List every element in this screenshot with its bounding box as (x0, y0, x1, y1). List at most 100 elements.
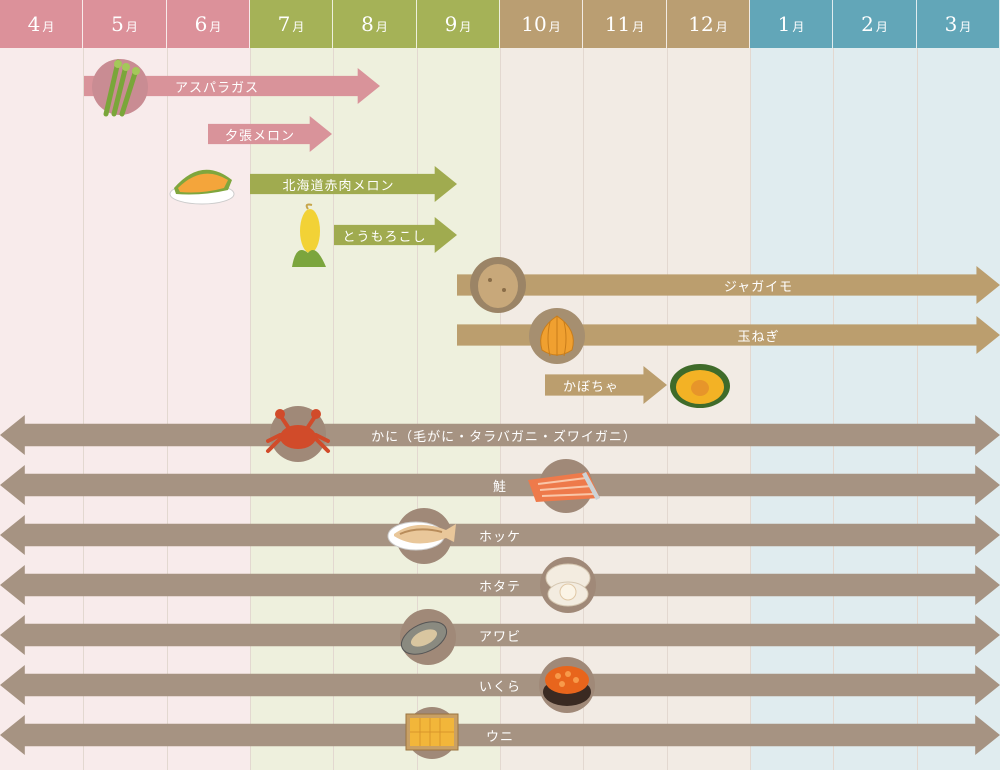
month-unit: 月 (792, 20, 805, 34)
arrow-shape (0, 565, 1000, 605)
month-number: 3 (944, 12, 958, 36)
ikura-label: いくら (478, 679, 521, 695)
month-header: 12 月 (667, 0, 749, 48)
month-divider (583, 48, 584, 770)
arrow-shape (0, 665, 1000, 705)
month-divider (833, 48, 834, 770)
month-divider (917, 48, 918, 770)
arrow-shape (457, 316, 1000, 354)
month-unit: 月 (715, 20, 728, 34)
arrow-shape (84, 68, 380, 104)
month-unit: 月 (548, 20, 561, 34)
crab-label: かに（毛がに・タラバガニ・ズワイガニ） (371, 429, 637, 445)
month-header: 10 月 (500, 0, 582, 48)
crab-arrow: かに（毛がに・タラバガニ・ズワイガニ） (0, 415, 1000, 455)
yubari-melon-arrow: 夕張メロン (208, 116, 332, 152)
potato-label: ジャガイモ (723, 279, 794, 295)
asparagus-icon (92, 56, 152, 122)
asparagus-label: アスパラガス (174, 80, 259, 96)
corn-arrow: とうもろこし (334, 217, 457, 253)
salmon-arrow: 鮭 (0, 465, 1000, 505)
month-number: 10 (521, 12, 547, 36)
uni-label: ウニ (485, 729, 514, 745)
ikura-icon (538, 656, 596, 718)
month-number: 7 (277, 12, 291, 36)
asparagus-arrow: アスパラガス (84, 68, 380, 104)
arrow-shape (457, 266, 1000, 304)
arrow-shape (0, 465, 1000, 505)
ikura-arrow: いくら (0, 665, 1000, 705)
month-divider (333, 48, 334, 770)
month-header: 11 月 (583, 0, 666, 48)
month-number: 9 (444, 12, 458, 36)
month-divider (667, 48, 668, 770)
month-number: 6 (194, 12, 208, 36)
yubari-melon-label: 夕張メロン (224, 128, 295, 144)
month-divider (83, 48, 84, 770)
scallop-icon (538, 556, 598, 618)
month-unit: 月 (632, 20, 645, 34)
crab-icon (264, 405, 334, 467)
red-melon-arrow: 北海道赤肉メロン (250, 166, 457, 202)
arrow-shape (334, 217, 457, 253)
month-number: 4 (27, 12, 41, 36)
month-divider (750, 48, 751, 770)
pumpkin-label: かぼちゃ (562, 379, 619, 395)
hokke-icon (384, 506, 460, 568)
melon-icon (168, 160, 238, 210)
arrow-shape (0, 515, 1000, 555)
abalone-arrow: アワビ (0, 615, 1000, 655)
arrow-shape (0, 715, 1000, 755)
month-unit: 月 (459, 20, 472, 34)
potato-icon (470, 256, 526, 318)
abalone-icon (396, 608, 460, 670)
month-unit: 月 (959, 20, 972, 34)
onion-icon (528, 308, 586, 368)
uni-arrow: ウニ (0, 715, 1000, 755)
month-divider (167, 48, 168, 770)
month-divider (417, 48, 418, 770)
arrow-shape (208, 116, 332, 152)
corn-icon (286, 203, 330, 275)
arrow-shape (0, 415, 1000, 455)
onion-label: 玉ねぎ (737, 329, 780, 345)
hokke-arrow: ホッケ (0, 515, 1000, 555)
salmon-label: 鮭 (492, 479, 507, 495)
month-unit: 月 (375, 20, 388, 34)
month-number: 8 (361, 12, 374, 36)
month-number: 12 (688, 12, 714, 36)
scallop-arrow: ホタテ (0, 565, 1000, 605)
month-number: 11 (604, 12, 631, 36)
month-divider (500, 48, 501, 770)
month-unit: 月 (42, 20, 55, 34)
onion-arrow: 玉ねぎ (457, 316, 1000, 354)
month-unit: 月 (875, 20, 888, 34)
salmon-icon (526, 458, 602, 518)
month-divider (250, 48, 251, 770)
month-unit: 月 (209, 20, 222, 34)
pumpkin-icon (668, 360, 732, 414)
abalone-label: アワビ (478, 629, 521, 645)
uni-icon (400, 706, 464, 764)
arrow-shape (0, 615, 1000, 655)
pumpkin-arrow: かぼちゃ (545, 366, 667, 404)
month-number: 1 (777, 12, 791, 36)
month-number: 2 (861, 12, 874, 36)
red-melon-label: 北海道赤肉メロン (282, 178, 395, 194)
scallop-label: ホタテ (478, 579, 521, 595)
month-number: 5 (111, 12, 124, 36)
month-unit: 月 (292, 20, 305, 34)
potato-arrow: ジャガイモ (457, 266, 1000, 304)
corn-label: とうもろこし (342, 229, 427, 245)
arrow-shape (250, 166, 457, 202)
arrow-shape (545, 366, 667, 404)
